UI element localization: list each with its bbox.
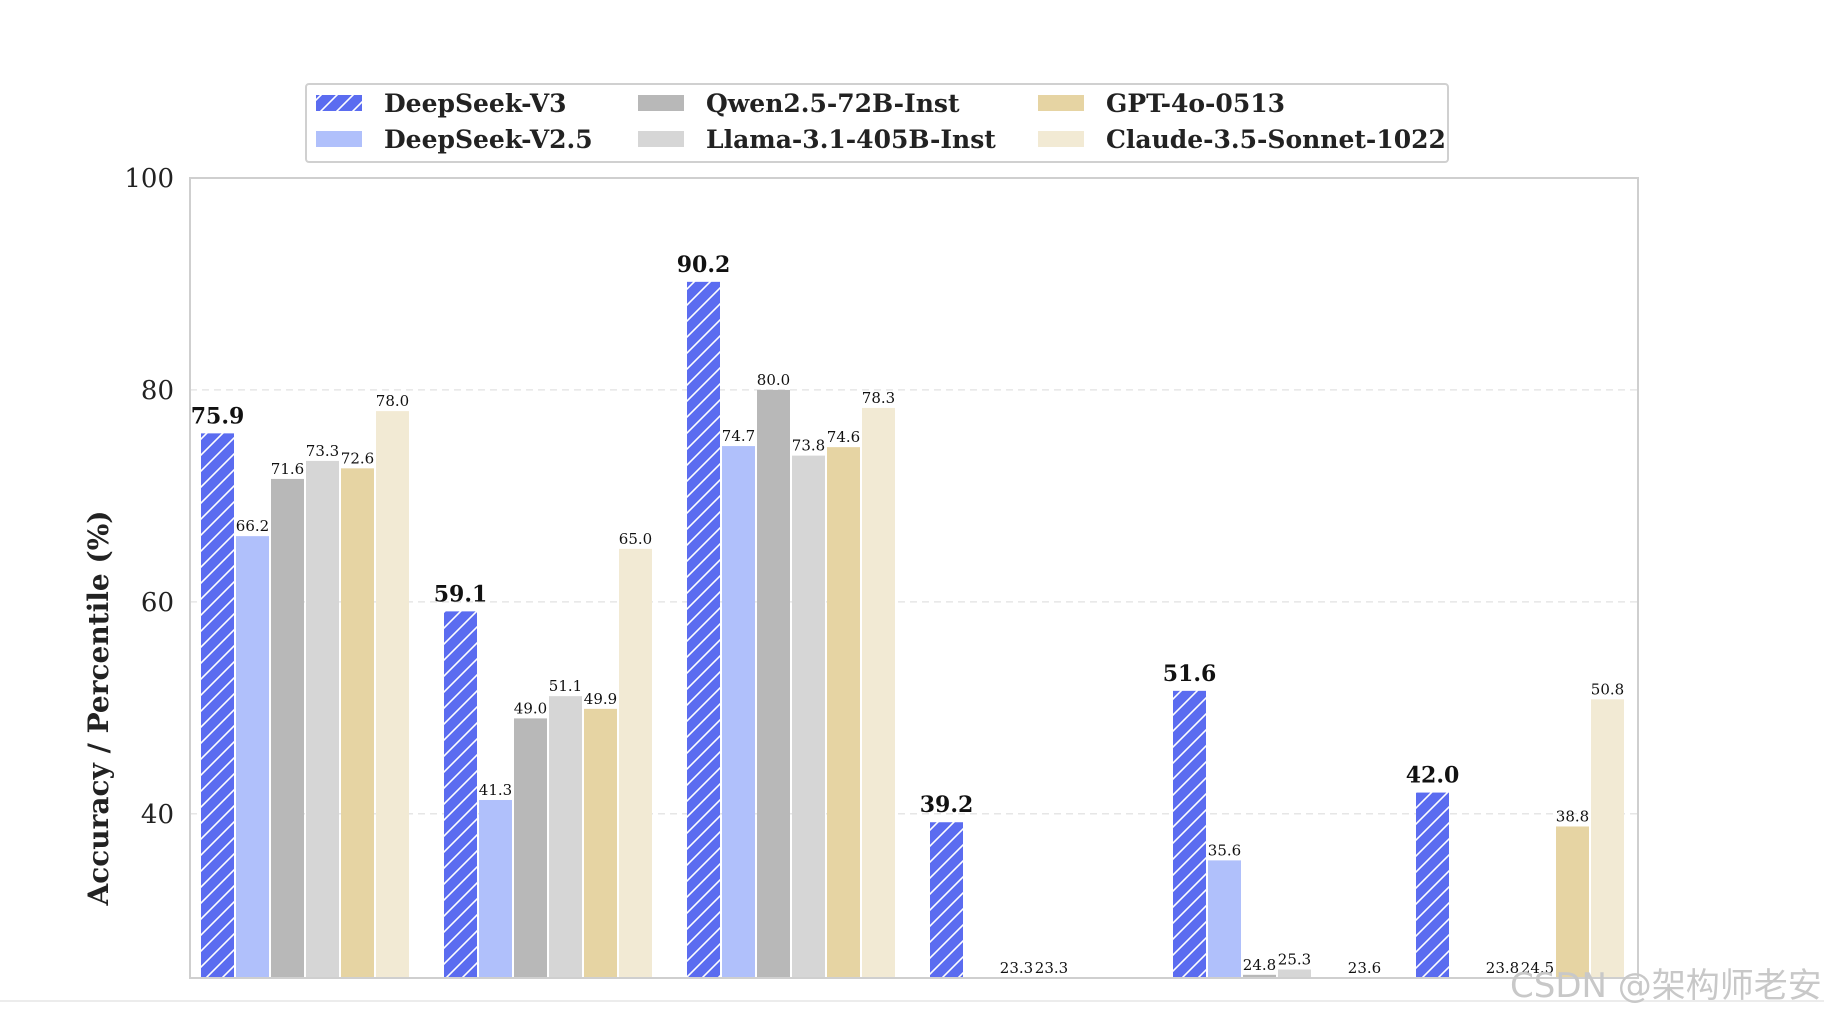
data-label: 78.0 bbox=[376, 392, 409, 410]
data-label: 72.6 bbox=[341, 449, 374, 467]
legend: DeepSeek-V3 DeepSeek-V2.5 Qwen2.5-72B-Inst… bbox=[305, 83, 1449, 163]
data-label: 51.1 bbox=[549, 677, 582, 695]
data-label: 80.0 bbox=[757, 371, 790, 389]
bar bbox=[514, 718, 547, 978]
y-tick-label: 80 bbox=[141, 376, 174, 406]
bar bbox=[549, 696, 582, 978]
bar bbox=[1556, 826, 1589, 978]
bar bbox=[201, 433, 234, 978]
legend-swatch bbox=[638, 131, 684, 147]
bar bbox=[1243, 974, 1276, 978]
bar bbox=[1278, 969, 1311, 978]
bars bbox=[201, 281, 1624, 978]
data-label: 25.3 bbox=[1278, 951, 1311, 969]
bar bbox=[271, 478, 304, 978]
bar bbox=[584, 708, 617, 978]
data-label: 23.3 bbox=[1000, 959, 1033, 977]
bar bbox=[444, 611, 477, 978]
data-label: 51.6 bbox=[1163, 661, 1217, 687]
data-label: 42.0 bbox=[1406, 763, 1460, 789]
y-tick-label: 60 bbox=[141, 588, 174, 618]
legend-label: Qwen2.5-72B-Inst bbox=[706, 89, 960, 118]
bar bbox=[1208, 860, 1241, 978]
bar bbox=[687, 281, 720, 978]
data-label: 49.9 bbox=[584, 690, 617, 708]
legend-label: DeepSeek-V2.5 bbox=[384, 125, 593, 154]
bar bbox=[930, 822, 963, 978]
data-label: 24.5 bbox=[1521, 959, 1554, 977]
data-label: 66.2 bbox=[236, 517, 269, 535]
legend-box bbox=[305, 83, 1449, 163]
data-label: 50.8 bbox=[1591, 680, 1624, 698]
legend-entries: DeepSeek-V3 DeepSeek-V2.5 Qwen2.5-72B-Inst… bbox=[316, 89, 1446, 154]
bar bbox=[1416, 792, 1449, 978]
data-label: 39.2 bbox=[920, 792, 974, 818]
data-label: 74.6 bbox=[827, 428, 860, 446]
bar bbox=[376, 411, 409, 978]
legend-label: Claude-3.5-Sonnet-1022 bbox=[1106, 125, 1446, 154]
data-label: 23.8 bbox=[1486, 959, 1519, 977]
legend-swatch bbox=[1038, 131, 1084, 147]
data-label: 73.3 bbox=[306, 442, 339, 460]
legend-swatch bbox=[1038, 95, 1084, 111]
bar bbox=[827, 447, 860, 978]
y-tick-label: 100 bbox=[124, 164, 174, 194]
bar bbox=[757, 389, 790, 978]
bar bbox=[862, 407, 895, 978]
data-label: 23.6 bbox=[1348, 959, 1381, 977]
data-label: 74.7 bbox=[722, 427, 755, 445]
legend-swatch bbox=[316, 131, 362, 147]
legend-label: GPT-4o-0513 bbox=[1106, 89, 1285, 118]
bar bbox=[306, 460, 339, 978]
data-label: 71.6 bbox=[271, 460, 304, 478]
legend-label: DeepSeek-V3 bbox=[384, 89, 567, 118]
value-labels: 75.9 66.2 71.673.3 72.6 78.0 59.1 41.3 49.051.1… bbox=[191, 252, 1625, 977]
y-axis-ticks: 40 60 80 100 bbox=[124, 164, 174, 830]
gridlines bbox=[190, 389, 1638, 815]
bar bbox=[236, 536, 269, 978]
y-tick-label: 40 bbox=[141, 800, 174, 830]
bar bbox=[722, 446, 755, 978]
data-label: 41.3 bbox=[479, 781, 512, 799]
bar bbox=[619, 548, 652, 978]
data-label: 59.1 bbox=[434, 581, 488, 607]
data-label: 90.2 bbox=[677, 252, 731, 278]
data-label: 23.3 bbox=[1035, 959, 1068, 977]
plot-frame bbox=[189, 177, 1639, 979]
data-label: 49.0 bbox=[514, 699, 547, 717]
bar bbox=[341, 468, 374, 978]
y-axis-label: Accuracy / Percentile (%) bbox=[82, 510, 115, 906]
data-label: 73.8 bbox=[792, 437, 825, 455]
bar bbox=[792, 455, 825, 978]
data-label: 75.9 bbox=[191, 403, 245, 429]
watermark: CSDN @架构师老安 bbox=[1510, 966, 1822, 1006]
data-label: 38.8 bbox=[1556, 807, 1589, 825]
bar bbox=[479, 799, 512, 978]
data-label: 65.0 bbox=[619, 530, 652, 548]
data-label: 78.3 bbox=[862, 389, 895, 407]
legend-swatch bbox=[316, 95, 362, 111]
data-label: 24.8 bbox=[1243, 956, 1276, 974]
legend-swatch bbox=[638, 95, 684, 111]
bar bbox=[1173, 690, 1206, 978]
legend-label: Llama-3.1-405B-Inst bbox=[706, 125, 996, 154]
data-label: 35.6 bbox=[1208, 841, 1241, 859]
bar bbox=[1591, 699, 1624, 978]
